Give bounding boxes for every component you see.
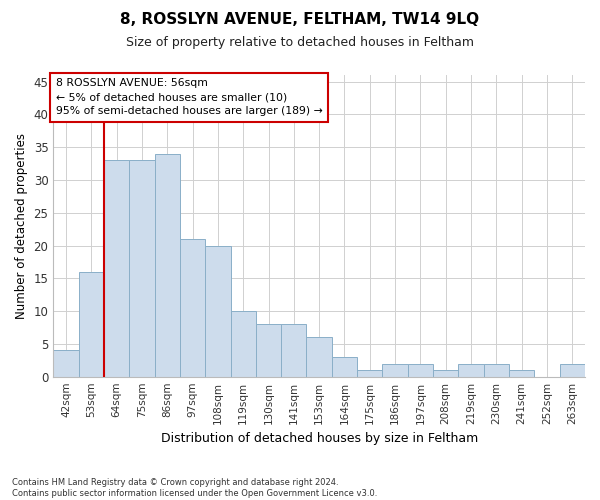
Bar	[408, 364, 433, 376]
Bar	[155, 154, 180, 376]
Text: 8 ROSSLYN AVENUE: 56sqm
← 5% of detached houses are smaller (10)
95% of semi-det: 8 ROSSLYN AVENUE: 56sqm ← 5% of detached…	[56, 78, 323, 116]
Bar	[509, 370, 535, 376]
Bar	[104, 160, 129, 376]
Bar	[129, 160, 155, 376]
Bar	[357, 370, 382, 376]
Text: 8, ROSSLYN AVENUE, FELTHAM, TW14 9LQ: 8, ROSSLYN AVENUE, FELTHAM, TW14 9LQ	[121, 12, 479, 28]
Bar	[256, 324, 281, 376]
Bar	[281, 324, 307, 376]
X-axis label: Distribution of detached houses by size in Feltham: Distribution of detached houses by size …	[161, 432, 478, 445]
Bar	[382, 364, 408, 376]
Bar	[79, 272, 104, 376]
Bar	[484, 364, 509, 376]
Text: Contains HM Land Registry data © Crown copyright and database right 2024.
Contai: Contains HM Land Registry data © Crown c…	[12, 478, 377, 498]
Bar	[53, 350, 79, 376]
Bar	[180, 239, 205, 376]
Bar	[205, 246, 230, 376]
Bar	[307, 338, 332, 376]
Y-axis label: Number of detached properties: Number of detached properties	[15, 133, 28, 319]
Bar	[332, 357, 357, 376]
Bar	[230, 311, 256, 376]
Bar	[433, 370, 458, 376]
Bar	[458, 364, 484, 376]
Bar	[560, 364, 585, 376]
Text: Size of property relative to detached houses in Feltham: Size of property relative to detached ho…	[126, 36, 474, 49]
